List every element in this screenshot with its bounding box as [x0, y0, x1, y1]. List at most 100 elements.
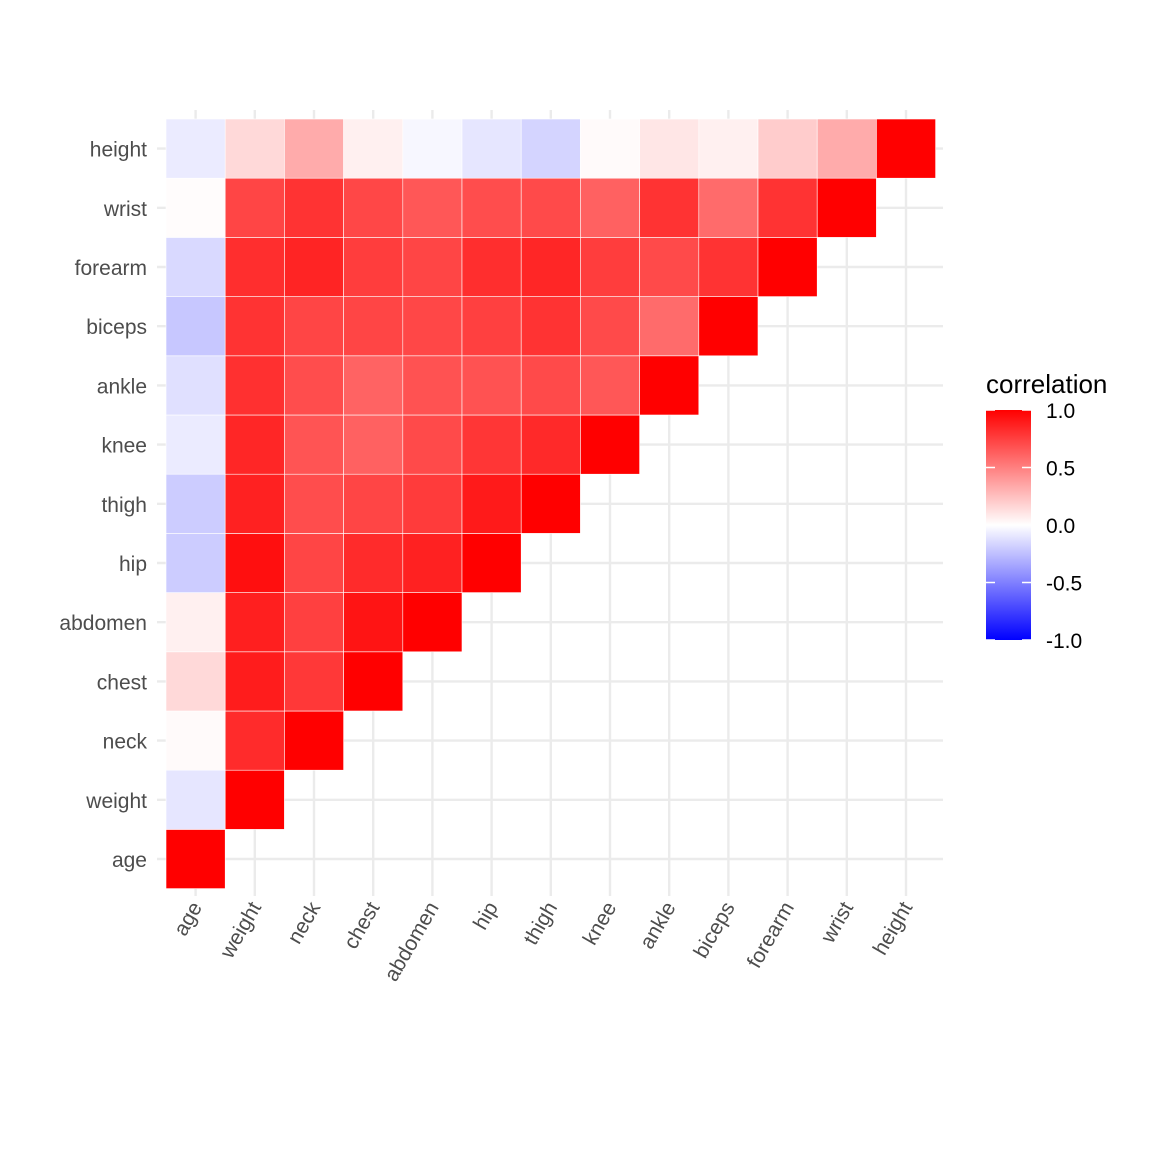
heatmap-cell-height-height — [876, 118, 936, 179]
heatmap-cell-biceps-biceps — [698, 296, 759, 357]
heatmap-cell-thigh-knee — [520, 414, 581, 475]
heatmap-cell-age-ankle — [165, 355, 226, 416]
heatmap-cell-knee-wrist — [580, 177, 640, 238]
heatmap-cell-weight-biceps — [224, 296, 285, 357]
heatmap-cell-abdomen-abdomen — [402, 592, 463, 653]
heatmap-cell-neck-forearm — [284, 237, 344, 297]
legend-tick-label: 0.0 — [1046, 515, 1075, 538]
heatmap-cell-age-thigh — [165, 473, 226, 534]
heatmap-cell-hip-height — [461, 118, 522, 179]
y-tick-label-height: height — [90, 139, 147, 162]
heatmap-cell-knee-height — [580, 118, 640, 179]
heatmap-cell-weight-abdomen — [224, 592, 285, 653]
heatmap-cell-thigh-wrist — [520, 177, 581, 238]
y-tick-label-knee: knee — [101, 435, 147, 458]
heatmap-cell-knee-forearm — [580, 237, 640, 297]
heatmap-cell-weight-wrist — [224, 177, 285, 238]
y-tick-label-biceps: biceps — [86, 316, 147, 339]
heatmap-cell-thigh-thigh — [520, 473, 581, 534]
legend-title: correlation — [986, 369, 1107, 399]
heatmap-cell-neck-neck — [284, 710, 344, 771]
y-tick-label-abdomen: abdomen — [59, 612, 147, 635]
heatmap-cell-neck-biceps — [284, 296, 344, 357]
heatmap-cell-chest-thigh — [343, 473, 404, 534]
heatmap-cell-chest-height — [343, 118, 404, 179]
x-tick-label-neck: neck — [283, 898, 325, 948]
heatmap-cell-hip-hip — [461, 533, 522, 593]
y-axis-tick-labels: age weight neck chest abdomen hip thigh knee ank… — [59, 139, 147, 872]
heatmap-cell-neck-wrist — [284, 177, 344, 238]
heatmap-cell-age-neck — [165, 710, 226, 771]
legend: correlation 1.0 0.5 0.0 -0.5 -1.0 — [986, 369, 1107, 653]
heatmap-cell-abdomen-hip — [402, 533, 463, 593]
heatmap-cell-ankle-height — [639, 118, 700, 179]
heatmap-cell-age-chest — [165, 651, 226, 712]
heatmap-cell-weight-knee — [224, 414, 285, 475]
y-tick-label-chest: chest — [97, 671, 147, 694]
heatmap-cell-age-hip — [165, 533, 226, 593]
heatmap-cell-weight-thigh — [224, 473, 285, 534]
heatmap-cell-chest-knee — [343, 414, 404, 475]
heatmap-cell-chest-ankle — [343, 355, 404, 416]
heatmap-cell-biceps-wrist — [698, 177, 759, 238]
heatmap-cell-thigh-height — [520, 118, 581, 179]
legend-tick-label: 1.0 — [1046, 400, 1075, 423]
heatmap-cell-hip-knee — [461, 414, 522, 475]
heatmap-cell-thigh-forearm — [520, 237, 581, 297]
x-tick-label-wrist: wrist — [816, 898, 858, 948]
y-tick-label-hip: hip — [119, 553, 147, 576]
y-tick-label-thigh: thigh — [101, 494, 147, 517]
heatmap-cell-age-height — [165, 118, 226, 179]
heatmap-cell-weight-forearm — [224, 237, 285, 297]
heatmap-cell-age-forearm — [165, 237, 226, 297]
heatmap-cell-knee-knee — [580, 414, 640, 475]
heatmap-cell-age-age — [165, 829, 226, 889]
heatmap-cell-chest-chest — [343, 651, 404, 712]
x-tick-label-abdomen: abdomen — [380, 898, 444, 985]
heatmap-cell-weight-ankle — [224, 355, 285, 416]
heatmap-cell-biceps-forearm — [698, 237, 759, 297]
heatmap-cell-ankle-forearm — [639, 237, 700, 297]
heatmap-cell-weight-height — [224, 118, 285, 179]
heatmap-cell-hip-ankle — [461, 355, 522, 416]
y-tick-label-forearm: forearm — [75, 257, 147, 280]
x-tick-label-hip: hip — [469, 898, 503, 934]
heatmap-cell-ankle-ankle — [639, 355, 700, 416]
heatmap-cell-weight-chest — [224, 651, 285, 712]
heatmap-cell-abdomen-wrist — [402, 177, 463, 238]
heatmap-cell-abdomen-knee — [402, 414, 463, 475]
heatmap-cell-neck-hip — [284, 533, 344, 593]
heatmap-cell-chest-hip — [343, 533, 404, 593]
legend-tick-label: -1.0 — [1046, 630, 1082, 653]
heatmap-cell-hip-forearm — [461, 237, 522, 297]
heatmap-cell-hip-biceps — [461, 296, 522, 357]
heatmap-cell-knee-ankle — [580, 355, 640, 416]
x-tick-label-knee: knee — [579, 898, 622, 949]
heatmap-cell-age-wrist — [165, 177, 226, 238]
heatmap-cell-age-knee — [165, 414, 226, 475]
x-tick-label-height: height — [869, 898, 918, 959]
x-tick-label-weight: weight — [215, 898, 266, 963]
heatmap-cell-neck-thigh — [284, 473, 344, 534]
heatmap-cell-biceps-height — [698, 118, 759, 179]
heatmap-cell-weight-weight — [224, 769, 285, 830]
y-tick-label-wrist: wrist — [103, 198, 147, 221]
x-tick-label-forearm: forearm — [743, 898, 799, 972]
heatmap-cell-forearm-wrist — [757, 177, 818, 238]
heatmap-cell-age-abdomen — [165, 592, 226, 653]
legend-tick-label: -0.5 — [1046, 573, 1082, 596]
heatmap-cell-age-biceps — [165, 296, 226, 357]
heatmap-cell-neck-knee — [284, 414, 344, 475]
heatmap-cell-neck-abdomen — [284, 592, 344, 653]
heatmap-cell-abdomen-ankle — [402, 355, 463, 416]
heatmap-tiles — [165, 118, 936, 889]
heatmap-cell-wrist-wrist — [816, 177, 877, 238]
heatmap-cell-abdomen-thigh — [402, 473, 463, 534]
heatmap-cell-knee-biceps — [580, 296, 640, 357]
heatmap-cell-neck-ankle — [284, 355, 344, 416]
heatmap-cell-chest-biceps — [343, 296, 404, 357]
heatmap-cell-hip-thigh — [461, 473, 522, 534]
